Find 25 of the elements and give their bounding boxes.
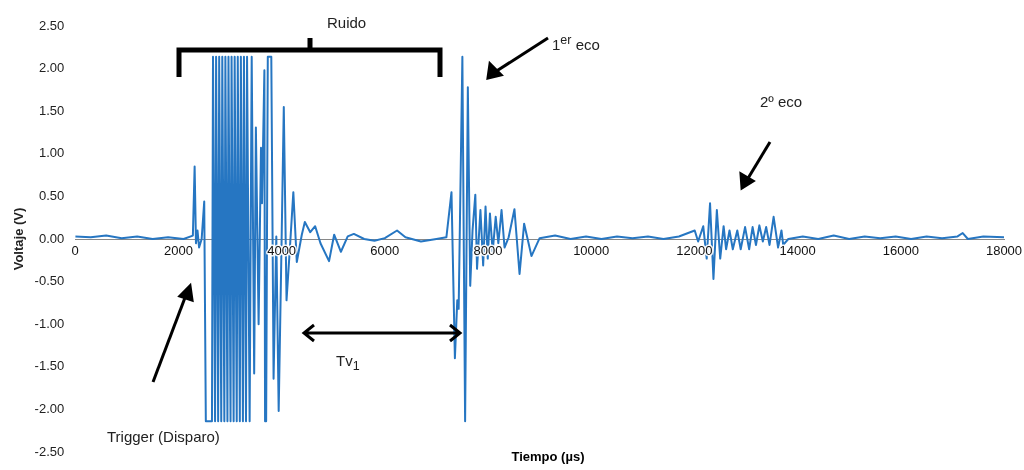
x-tick-label: 14000 [779, 243, 816, 259]
annotation: 2º eco [760, 93, 803, 110]
x-tick-label: 6000 [370, 243, 400, 259]
annotation: Tv$_{1}$ [336, 352, 360, 373]
y-tick-label: 1.50 [38, 102, 65, 118]
x-tick-label: 18000 [985, 243, 1023, 259]
y-tick-label: 1.00 [38, 145, 65, 161]
y-tick-label: 0.50 [38, 187, 65, 203]
y-tick-label: -2.50 [34, 443, 65, 459]
annotation: Ruido [327, 14, 367, 31]
y-tick-label: -2.00 [34, 400, 65, 416]
x-axis-title: Tiempo (µs) [510, 449, 586, 464]
y-tick-label: 2.00 [38, 60, 65, 76]
x-tick-label: 10000 [573, 243, 610, 259]
y-tick-label: -0.50 [34, 273, 65, 289]
annotation: Trigger (Disparo) [107, 428, 220, 445]
x-tick-label: 16000 [882, 243, 919, 259]
y-tick-label: -1.50 [34, 358, 65, 374]
x-tick-label: 0 [71, 243, 79, 259]
x-tick-label: 2000 [163, 243, 193, 259]
y-tick-label: 2.50 [38, 17, 65, 33]
y-tick-label: -1.00 [34, 315, 65, 331]
annotation: 1$^{er}$ eco [552, 33, 600, 53]
y-tick-label: 0.00 [38, 230, 65, 246]
y-axis-title: Voltaje (V) [11, 207, 27, 271]
